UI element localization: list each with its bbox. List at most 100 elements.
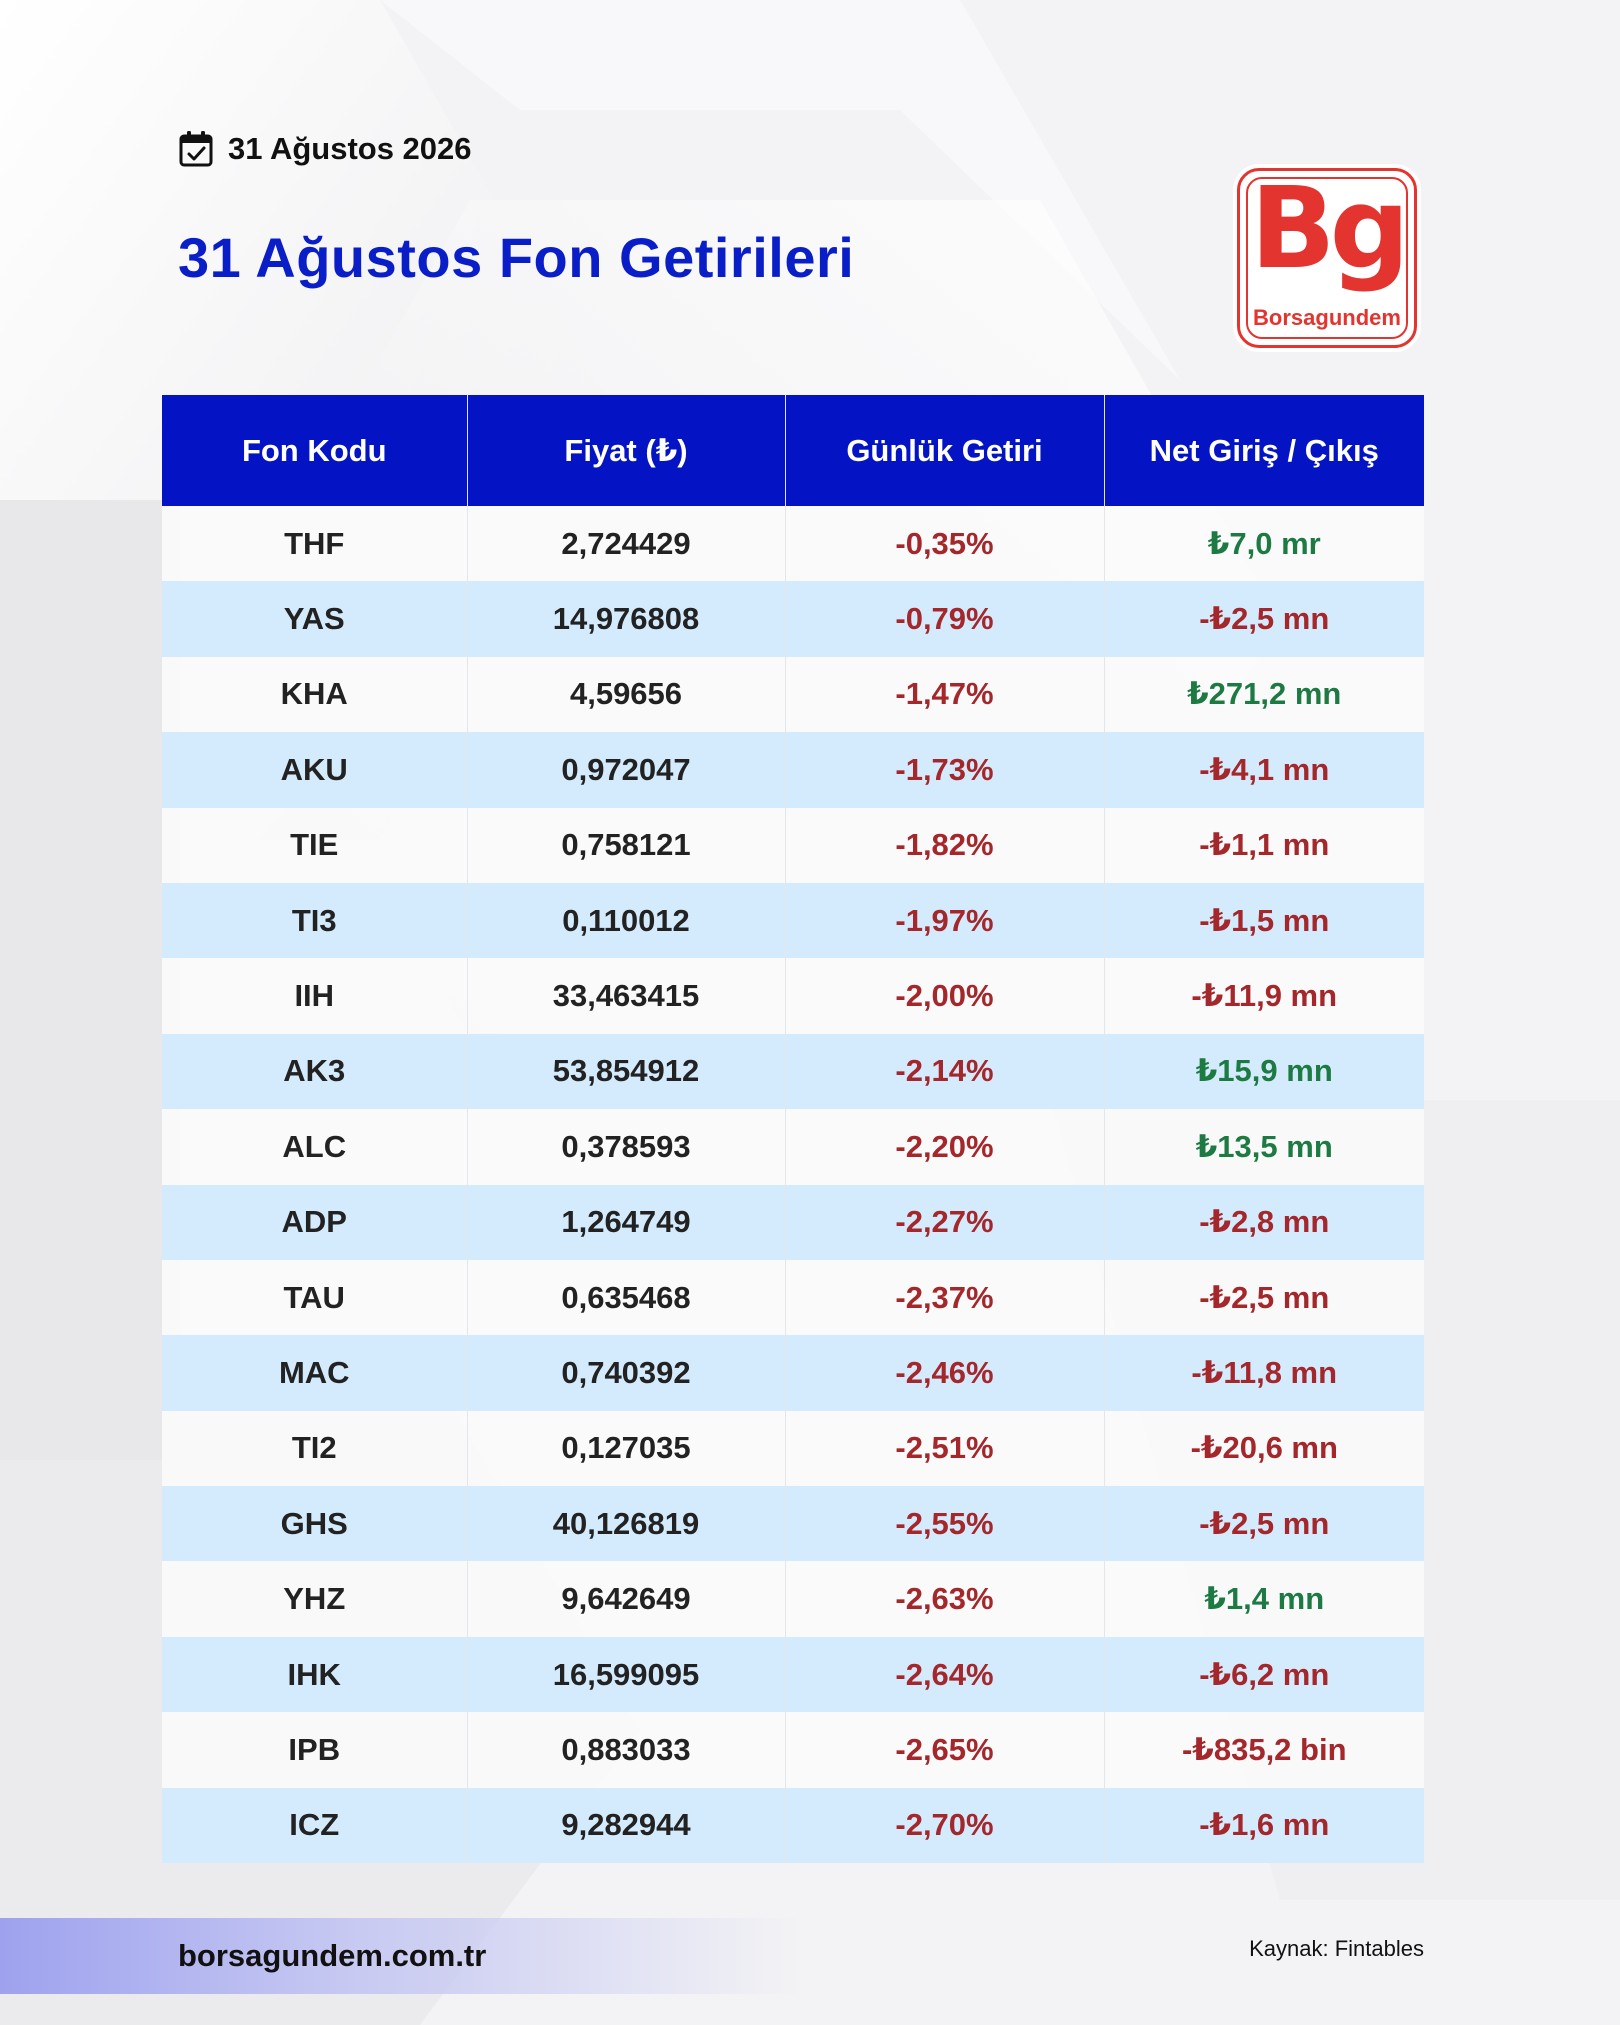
table-row: ADP 1,264749 -2,27% -₺2,8 mn: [162, 1184, 1424, 1260]
price-cell: 0,758121: [467, 807, 786, 883]
price-cell: 40,126819: [467, 1486, 786, 1562]
table-row: IHK 16,599095 -2,64% -₺6,2 mn: [162, 1636, 1424, 1713]
daily-return-cell: -1,73%: [785, 732, 1105, 808]
table-row: AK3 53,854912 -2,14% ₺15,9 mn: [162, 1033, 1424, 1110]
daily-return-cell: -2,63%: [785, 1561, 1105, 1637]
net-flow-cell: ₺1,4 mn: [1104, 1561, 1424, 1637]
fund-code-cell: TI3: [162, 882, 468, 959]
column-header-daily-return: Günlük Getiri: [785, 395, 1105, 506]
daily-return-cell: -2,46%: [785, 1335, 1105, 1411]
net-flow-cell: ₺7,0 mr: [1104, 506, 1424, 582]
footer-url[interactable]: borsagundem.com.tr: [178, 1938, 487, 1973]
table-row: TI2 0,127035 -2,51% -₺20,6 mn: [162, 1410, 1424, 1487]
fund-code-cell: IPB: [162, 1712, 468, 1788]
fund-code-cell: YAS: [162, 581, 468, 657]
table-row: TIE 0,758121 -1,82% -₺1,1 mn: [162, 807, 1424, 883]
net-flow-cell: -₺4,1 mn: [1104, 732, 1424, 808]
price-cell: 9,282944: [467, 1787, 786, 1864]
price-cell: 0,378593: [467, 1109, 786, 1185]
price-cell: 16,599095: [467, 1636, 786, 1713]
daily-return-cell: -2,37%: [785, 1259, 1105, 1336]
table-row: GHS 40,126819 -2,55% -₺2,5 mn: [162, 1486, 1424, 1562]
price-cell: 0,740392: [467, 1335, 786, 1411]
fund-code-cell: IIH: [162, 958, 468, 1034]
net-flow-cell: -₺11,8 mn: [1104, 1335, 1424, 1411]
fund-code-cell: AKU: [162, 732, 468, 808]
daily-return-cell: -1,97%: [785, 882, 1105, 959]
net-flow-cell: -₺835,2 bin: [1104, 1712, 1424, 1788]
table-row: ALC 0,378593 -2,20% ₺13,5 mn: [162, 1109, 1424, 1185]
fund-code-cell: ADP: [162, 1184, 468, 1260]
daily-return-cell: -2,51%: [785, 1410, 1105, 1487]
fund-code-cell: TIE: [162, 807, 468, 883]
daily-return-cell: -2,65%: [785, 1712, 1105, 1788]
price-cell: 53,854912: [467, 1033, 786, 1110]
price-cell: 9,642649: [467, 1561, 786, 1637]
column-header-price: Fiyat (₺): [467, 395, 786, 506]
report-date: 31 Ağustos 2026: [228, 131, 472, 166]
daily-return-cell: -1,82%: [785, 807, 1105, 883]
price-cell: 1,264749: [467, 1184, 786, 1260]
fund-code-cell: KHA: [162, 656, 468, 733]
fund-code-cell: AK3: [162, 1033, 468, 1110]
page-title: 31 Ağustos Fon Getirileri: [178, 226, 855, 289]
price-cell: 2,724429: [467, 506, 786, 582]
net-flow-cell: ₺15,9 mn: [1104, 1033, 1424, 1110]
net-flow-cell: -₺2,5 mn: [1104, 581, 1424, 657]
fund-code-cell: MAC: [162, 1335, 468, 1411]
net-flow-cell: ₺13,5 mn: [1104, 1109, 1424, 1185]
fund-code-cell: ICZ: [162, 1787, 468, 1864]
table-row: TAU 0,635468 -2,37% -₺2,5 mn: [162, 1259, 1424, 1336]
price-cell: 0,972047: [467, 732, 786, 808]
net-flow-cell: -₺20,6 mn: [1104, 1410, 1424, 1487]
daily-return-cell: -2,27%: [785, 1184, 1105, 1260]
table-row: MAC 0,740392 -2,46% -₺11,8 mn: [162, 1335, 1424, 1411]
net-flow-cell: -₺1,5 mn: [1104, 882, 1424, 959]
source-note: Kaynak: Fintables: [1249, 1936, 1424, 1961]
net-flow-cell: ₺271,2 mn: [1104, 656, 1424, 733]
fund-code-cell: IHK: [162, 1636, 468, 1713]
date-row: 31 Ağustos 2026: [178, 130, 472, 168]
daily-return-cell: -2,00%: [785, 958, 1105, 1034]
logo-frame: [1246, 177, 1408, 339]
daily-return-cell: -1,47%: [785, 656, 1105, 733]
daily-return-cell: -2,20%: [785, 1109, 1105, 1185]
fund-code-cell: TAU: [162, 1259, 468, 1336]
logo-mark: Bg: [1250, 164, 1410, 294]
table-row: ICZ 9,282944 -2,70% -₺1,6 mn: [162, 1787, 1424, 1864]
table-row: YHZ 9,642649 -2,63% ₺1,4 mn: [162, 1561, 1424, 1637]
daily-return-cell: -0,79%: [785, 581, 1105, 657]
calendar-check-icon: [179, 131, 213, 167]
fund-returns-table: Fon Kodu Fiyat (₺) Günlük Getiri Net Gir…: [162, 395, 1424, 1864]
price-cell: 33,463415: [467, 958, 786, 1034]
price-cell: 14,976808: [467, 581, 786, 657]
net-flow-cell: -₺2,8 mn: [1104, 1184, 1424, 1260]
table-row: AKU 0,972047 -1,73% -₺4,1 mn: [162, 732, 1424, 808]
price-cell: 0,110012: [467, 882, 786, 959]
table-row: KHA 4,59656 -1,47% ₺271,2 mn: [162, 656, 1424, 733]
price-cell: 4,59656: [467, 656, 786, 733]
net-flow-cell: -₺1,6 mn: [1104, 1787, 1424, 1864]
table-row: YAS 14,976808 -0,79% -₺2,5 mn: [162, 581, 1424, 657]
borsagundem-logo: Bg Borsagundem: [1237, 168, 1417, 348]
net-flow-cell: -₺1,1 mn: [1104, 807, 1424, 883]
price-cell: 0,635468: [467, 1259, 786, 1336]
footer-band: [0, 1918, 800, 1994]
fund-code-cell: YHZ: [162, 1561, 468, 1637]
fund-code-cell: GHS: [162, 1486, 468, 1562]
table-row: IIH 33,463415 -2,00% -₺11,9 mn: [162, 958, 1424, 1034]
daily-return-cell: -2,70%: [785, 1787, 1105, 1864]
daily-return-cell: -2,14%: [785, 1033, 1105, 1110]
column-header-fund-code: Fon Kodu: [162, 395, 468, 506]
table-row: IPB 0,883033 -2,65% -₺835,2 bin: [162, 1712, 1424, 1788]
fund-code-cell: THF: [162, 506, 468, 582]
net-flow-cell: -₺2,5 mn: [1104, 1486, 1424, 1562]
column-header-net-flow: Net Giriş / Çıkış: [1104, 395, 1424, 506]
net-flow-cell: -₺6,2 mn: [1104, 1636, 1424, 1713]
net-flow-cell: -₺11,9 mn: [1104, 958, 1424, 1034]
logo-name: Borsagundem: [1253, 305, 1401, 330]
daily-return-cell: -2,55%: [785, 1486, 1105, 1562]
fund-code-cell: TI2: [162, 1410, 468, 1487]
net-flow-cell: -₺2,5 mn: [1104, 1259, 1424, 1336]
price-cell: 0,883033: [467, 1712, 786, 1788]
